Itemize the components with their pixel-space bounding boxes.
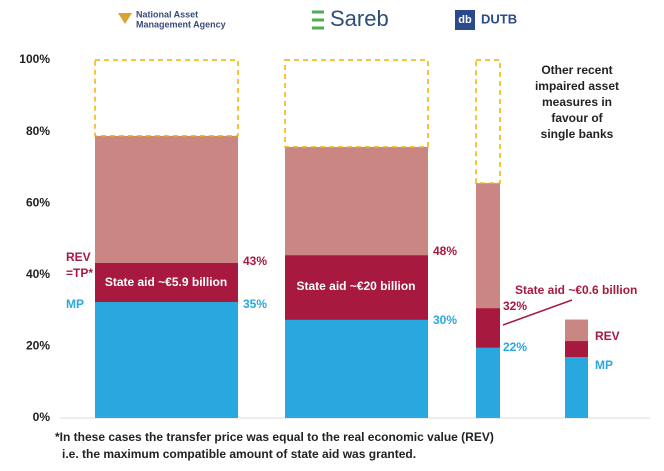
bar-segment	[94, 59, 239, 137]
annotation: State aid ~€0.6 billion	[515, 283, 637, 297]
annotation: State aid ~€5.9 billion	[105, 275, 227, 289]
annotation: 43%	[243, 254, 267, 268]
bar-segment	[95, 262, 238, 303]
logos: National Asset Management Agency Sareb d…	[118, 6, 517, 31]
bar-segment	[285, 255, 428, 320]
y-tick-label: 0%	[33, 410, 51, 424]
annotations: REV =TP* MP 43% 35% State aid ~€5.9 bill…	[66, 63, 637, 372]
plot: 0% 20% 40% 60% 80% 100%	[19, 52, 650, 424]
bar-segment	[95, 135, 238, 263]
annotation: MP	[595, 358, 613, 372]
footnote: *In these cases the transfer price was e…	[55, 430, 494, 444]
logo-text: Sareb	[330, 6, 389, 31]
bar-segment	[475, 59, 501, 184]
logo-text: db	[458, 14, 472, 26]
bar-segment	[285, 146, 428, 256]
annotation: 22%	[503, 340, 527, 354]
annotation: 35%	[243, 297, 267, 311]
y-tick-label: 20%	[26, 339, 50, 353]
annotation: Other recent	[541, 63, 612, 77]
bar-segment	[476, 308, 500, 348]
annotation: =TP*	[66, 266, 93, 280]
annotation: REV	[595, 329, 620, 343]
y-tick-label: 100%	[19, 52, 50, 66]
logo-text: DUTB	[481, 11, 517, 26]
logo-text: National Asset	[136, 9, 198, 19]
annotation: favour of	[551, 111, 603, 125]
annotation: REV	[66, 250, 91, 264]
bar-segment	[565, 319, 588, 342]
sareb-icon	[312, 10, 324, 30]
annotation: impaired asset	[535, 79, 619, 93]
bar-segment	[95, 302, 238, 418]
y-tick-label: 80%	[26, 124, 50, 138]
bar-segment	[565, 341, 588, 358]
y-tick-label: 40%	[26, 267, 50, 281]
annotation: 48%	[433, 244, 457, 258]
db-box	[455, 10, 475, 30]
annotation: single banks	[541, 127, 614, 141]
bar-segment	[565, 357, 588, 418]
bar-segment	[476, 347, 500, 418]
bar-segment	[476, 183, 500, 309]
annotation: State aid ~€20 billion	[296, 279, 415, 293]
annotation: 30%	[433, 313, 457, 327]
bar-segment	[285, 319, 428, 418]
bar-segment	[284, 59, 429, 148]
annotation: 32%	[503, 299, 527, 313]
annotation: MP	[66, 297, 84, 311]
footnote: i.e. the maximum compatible amount of st…	[62, 447, 416, 461]
y-tick-label: 60%	[26, 195, 50, 209]
annotation: measures in	[542, 95, 612, 109]
nama-logo-icon	[118, 13, 132, 24]
logo-text: Management Agency	[136, 19, 226, 29]
pointer-line	[502, 299, 573, 326]
